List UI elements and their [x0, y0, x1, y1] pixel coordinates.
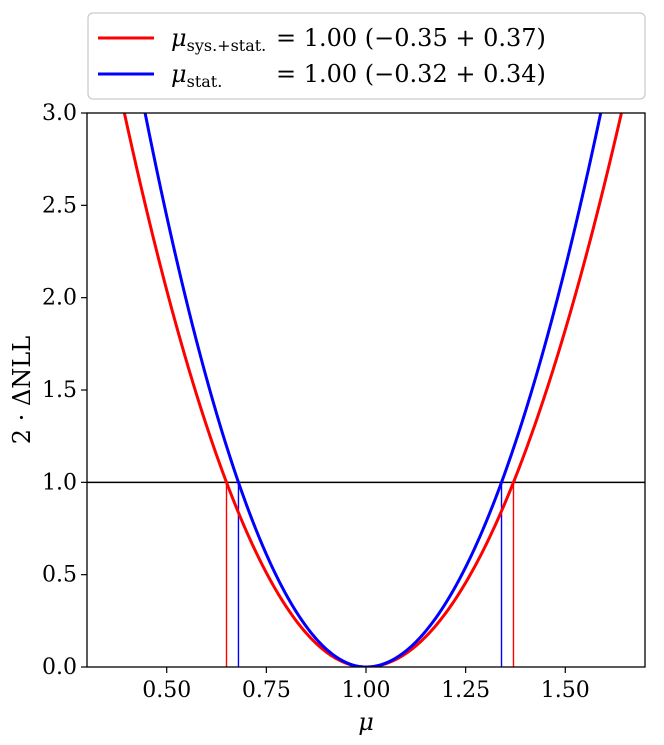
y-axis-label: 2 · ΔNLL — [8, 336, 36, 444]
y-tick-label-3: 1.5 — [42, 378, 77, 403]
y-tick-label-2: 1.0 — [42, 470, 77, 495]
y-tick-label-1: 0.5 — [42, 563, 77, 588]
legend-subscript-stat: stat. — [187, 72, 223, 91]
plot-area — [87, 113, 645, 667]
axes-frame — [86, 112, 646, 668]
legend-label-syst: μsys.+stat. = 1.00 (−0.35 + 0.37) — [171, 24, 546, 55]
legend-label-stat: μstat. = 1.00 (−0.32 + 0.34) — [171, 60, 546, 91]
legend-symbol-syst: μ — [171, 24, 187, 52]
legend-subscript-syst: sys.+stat. — [187, 36, 267, 55]
legend: μsys.+stat. = 1.00 (−0.35 + 0.37) μstat. =… — [87, 12, 646, 100]
x-tick-label-2: 1.00 — [342, 678, 391, 703]
x-tick-label-0: 0.50 — [142, 678, 191, 703]
x-tick-label-3: 1.25 — [441, 678, 490, 703]
series-curve-1 — [143, 113, 603, 667]
series-curve-0 — [122, 113, 623, 667]
legend-value-syst: = 1.00 (−0.35 + 0.37) — [276, 24, 546, 52]
legend-symbol-stat: μ — [171, 60, 187, 88]
y-tick-label-6: 3.0 — [42, 101, 77, 126]
legend-frame — [87, 12, 646, 100]
legend-value-stat: = 1.00 (−0.32 + 0.34) — [276, 60, 546, 88]
y-tick-label-5: 2.5 — [42, 193, 77, 218]
x-axis-ticks: 0.50 0.75 1.00 1.25 1.50 — [142, 667, 590, 703]
x-axis-label: μ — [358, 708, 374, 736]
y-tick-label-0: 0.0 — [42, 655, 77, 680]
y-axis-ticks: 0.0 0.5 1.0 1.5 2.0 2.5 3.0 — [42, 101, 87, 680]
y-tick-label-4: 2.0 — [42, 286, 77, 311]
x-tick-label-4: 1.50 — [541, 678, 590, 703]
x-tick-label-1: 0.75 — [242, 678, 291, 703]
